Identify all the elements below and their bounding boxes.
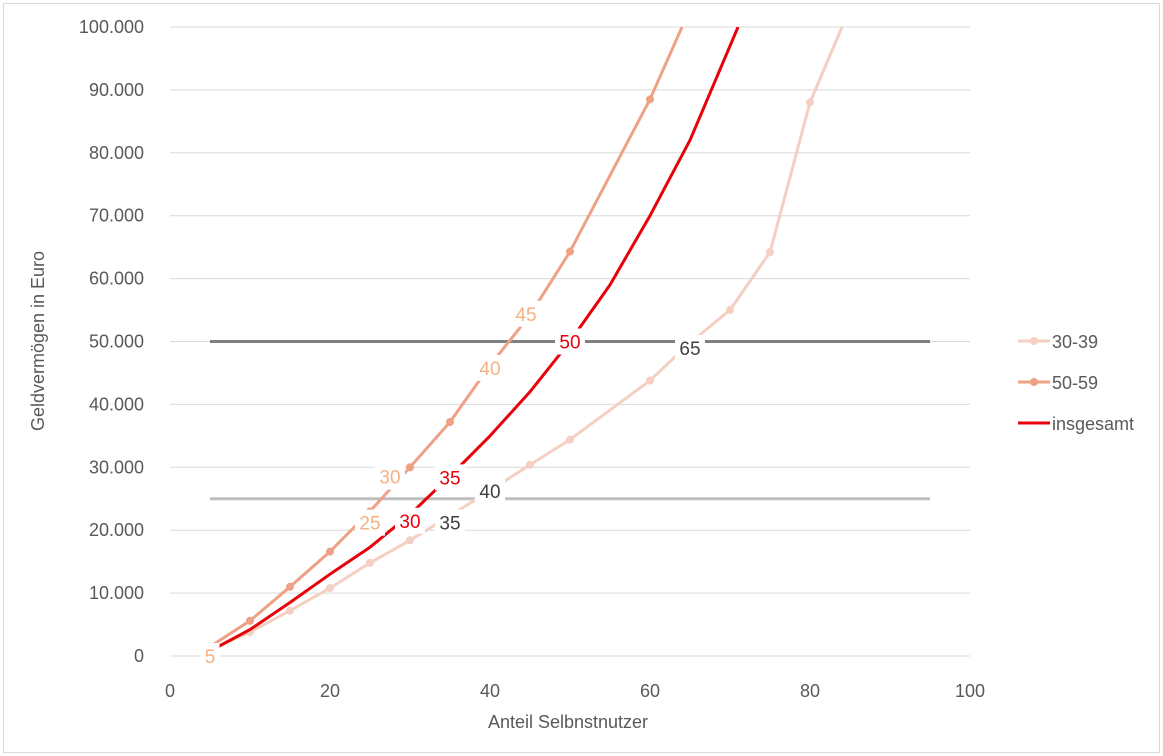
- y-tick-label: 60.000: [89, 269, 144, 289]
- data-point-50-59: [246, 616, 254, 625]
- data-point-50-59: [406, 463, 414, 472]
- x-tick-label: 40: [480, 681, 500, 701]
- series-line-30-39: [209, 27, 844, 652]
- data-label: 45: [515, 305, 536, 326]
- series-line-50-59: [209, 27, 684, 648]
- y-tick-label: 30.000: [89, 457, 144, 477]
- y-tick-label: 0: [134, 646, 144, 666]
- data-label-bg: [435, 464, 465, 491]
- data-point-30-39: [406, 536, 414, 545]
- legend-label: insgesamt: [1052, 414, 1134, 434]
- data-label-bg: [511, 300, 541, 327]
- legend-label: 50-59: [1052, 373, 1098, 393]
- series-lines: [206, 27, 844, 654]
- data-label-bg: [675, 334, 705, 361]
- data-label-bg: [475, 478, 505, 505]
- legend: 30-39 50-59 insgesamt: [1018, 332, 1134, 434]
- data-labels: 5 25 30 40 45 30 35 50 35 40 65: [200, 300, 705, 669]
- x-tick-label: 60: [640, 681, 660, 701]
- x-tick-label: 100: [955, 681, 985, 701]
- data-label-bg: [355, 509, 385, 536]
- data-label: 40: [479, 359, 500, 380]
- reference-lines: [210, 340, 930, 501]
- data-point-30-39: [806, 98, 814, 107]
- data-label-bg: [475, 354, 505, 381]
- data-label-bg: [375, 463, 405, 490]
- data-point-30-39: [366, 558, 374, 567]
- data-label: 30: [379, 468, 400, 489]
- data-point-30-39: [326, 584, 334, 593]
- y-tick-label: 20.000: [89, 520, 144, 540]
- y-tick-label: 10.000: [89, 583, 144, 603]
- data-label-bg: [200, 643, 220, 669]
- x-tick-label: 20: [320, 681, 340, 701]
- data-point-30-39: [526, 460, 534, 469]
- data-label-bg: [555, 328, 585, 355]
- data-label: 35: [439, 468, 460, 489]
- data-point-50-59: [286, 582, 294, 591]
- y-tick-label: 40.000: [89, 394, 144, 414]
- y-tick-label: 90.000: [89, 80, 144, 100]
- y-tick-label: 100.000: [79, 17, 144, 37]
- x-tick-label: 0: [165, 681, 175, 701]
- data-label: 35: [439, 514, 460, 535]
- data-label: 5: [205, 647, 216, 668]
- legend-marker: [1030, 378, 1038, 386]
- y-tick-label: 80.000: [89, 143, 144, 163]
- x-axis-ticks: 0 20 40 60 80 100: [165, 681, 985, 701]
- legend-label: 30-39: [1052, 332, 1098, 352]
- data-point-50-59: [446, 418, 454, 427]
- data-label: 50: [559, 333, 580, 354]
- series-line-insgesamt: [209, 27, 740, 653]
- x-tick-label: 80: [800, 681, 820, 701]
- y-tick-label: 70.000: [89, 206, 144, 226]
- data-label: 25: [359, 514, 380, 535]
- y-axis-title: Geldvermögen in Euro: [28, 251, 48, 431]
- data-point-50-59: [326, 547, 334, 556]
- data-label: 40: [479, 482, 500, 503]
- data-point-30-39: [566, 435, 574, 444]
- data-point-30-39: [726, 306, 734, 315]
- data-point-50-59: [646, 95, 654, 104]
- legend-marker: [1030, 337, 1038, 345]
- data-label-bg: [395, 507, 425, 534]
- data-point-30-39: [646, 376, 654, 385]
- data-point-30-39: [286, 606, 294, 615]
- y-tick-label: 50.000: [89, 332, 144, 352]
- data-label: 30: [399, 512, 420, 533]
- y-axis-ticks: 0 10.000 20.000 30.000 40.000 50.000 60.000 70.…: [79, 17, 144, 666]
- chart-frame: [3, 3, 1160, 753]
- data-label-bg: [435, 509, 465, 536]
- data-point-30-39: [766, 248, 774, 257]
- data-label: 65: [679, 339, 700, 360]
- x-axis-title: Anteil Selbnstnutzer: [488, 712, 648, 732]
- data-point-50-59: [566, 247, 574, 256]
